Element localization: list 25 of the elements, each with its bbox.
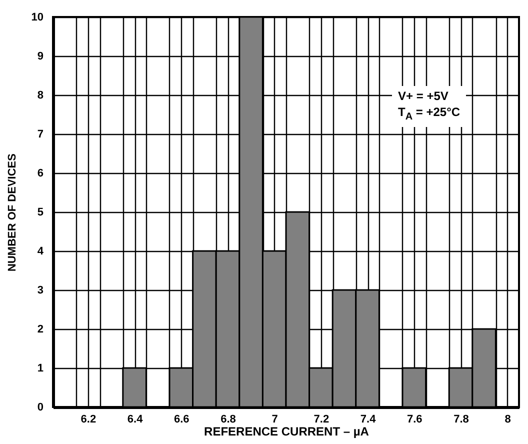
annotation: V+ = +5V [398,88,450,104]
y-tick-label: 10 [31,12,44,24]
x-tick-label: 7.8 [454,414,469,426]
x-tick-label: 7 [272,414,278,426]
x-tick-label: 7.2 [314,414,330,426]
y-tick-label: 4 [37,246,44,258]
y-tick-label: 8 [37,90,44,102]
y-tick-label: 0 [37,402,44,414]
y-tick-label: 6 [37,168,44,180]
y-tick-label: 2 [37,324,44,336]
x-tick-label: 6.8 [220,414,236,426]
x-tick-label: 7.6 [407,414,422,426]
annotation: T$_{A}$ = +25°C [398,104,460,124]
y-tick-label: 5 [37,206,44,218]
x-tick-label: 8 [504,414,511,426]
x-tick-label: 6.6 [174,414,190,426]
y-tick-label: 1 [37,362,44,374]
y-tick-label: 9 [37,50,44,62]
x-axis-title: REFERENCE CURRENT – µA [204,424,370,438]
y-axis-title: NUMBER OF DEVICES [6,154,18,272]
y-tick-label: 3 [37,284,44,296]
y-tick-label: 7 [37,128,44,140]
x-tick-label: 6.2 [80,414,96,426]
x-tick-label: 7.4 [360,414,377,426]
x-tick-label: 6.4 [127,414,144,426]
